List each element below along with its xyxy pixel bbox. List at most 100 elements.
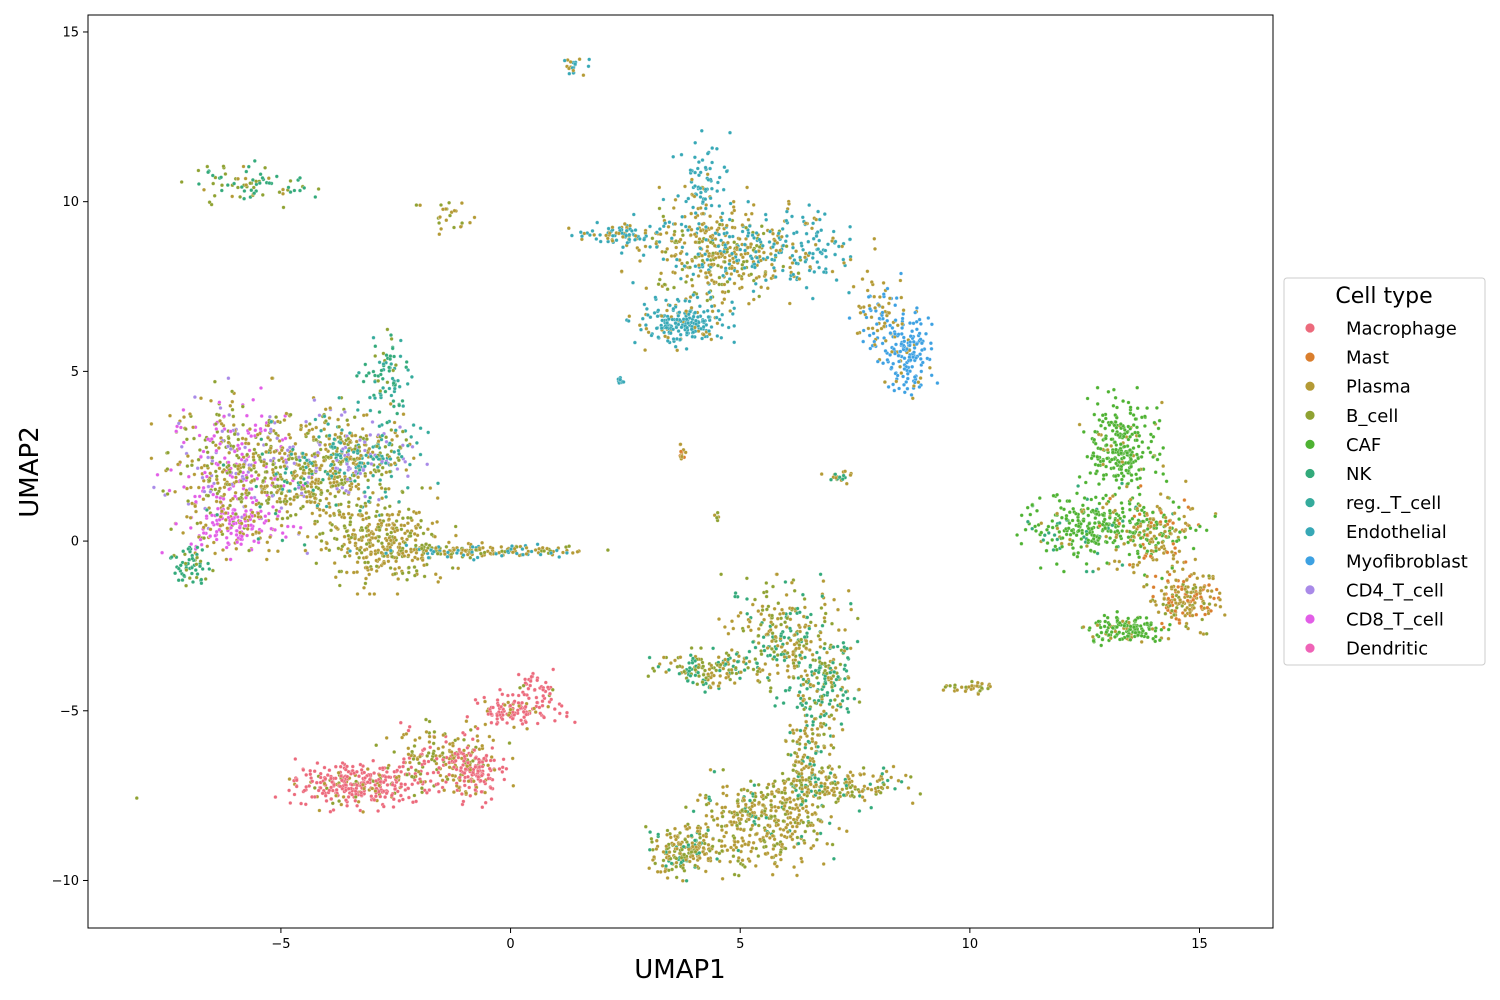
scatter-point (783, 580, 788, 584)
scatter-point (174, 429, 179, 434)
scatter-point (830, 239, 835, 243)
scatter-point (233, 512, 238, 517)
scatter-point (449, 555, 454, 560)
scatter-point (1135, 425, 1139, 430)
scatter-point (1157, 506, 1162, 511)
scatter-point (1163, 515, 1168, 520)
scatter-point (704, 275, 709, 280)
scatter-point (373, 396, 377, 401)
scatter-point (677, 310, 682, 315)
scatter-point (297, 455, 302, 460)
scatter-point (250, 177, 255, 182)
scatter-point (619, 251, 624, 256)
scatter-point (830, 621, 834, 626)
scatter-point (256, 442, 261, 447)
scatter-point (793, 632, 797, 637)
scatter-point (691, 656, 695, 661)
scatter-point (314, 463, 318, 468)
scatter-point (1160, 576, 1164, 581)
scatter-point (1122, 514, 1127, 519)
scatter-point (1162, 597, 1167, 601)
scatter-point (1198, 630, 1203, 635)
scatter-point (228, 557, 233, 562)
scatter-point (865, 288, 870, 293)
scatter-point (801, 614, 806, 619)
scatter-point (392, 420, 397, 425)
scatter-point (780, 226, 785, 231)
scatter-point (1087, 626, 1092, 630)
scatter-point (331, 480, 336, 485)
scatter-point (1126, 424, 1131, 429)
scatter-point (687, 661, 692, 665)
scatter-point (1180, 603, 1185, 608)
scatter-point (807, 203, 812, 208)
scatter-point (195, 466, 200, 471)
scatter-point (277, 509, 282, 514)
scatter-point (745, 611, 750, 616)
scatter-point (363, 494, 368, 499)
scatter-point (841, 693, 846, 698)
scatter-point (756, 678, 760, 683)
scatter-point (298, 188, 302, 193)
scatter-point (807, 648, 812, 652)
scatter-point (725, 279, 730, 284)
scatter-point (764, 594, 769, 599)
scatter-point (1112, 538, 1117, 543)
scatter-point (241, 164, 246, 169)
scatter-point (279, 456, 284, 461)
scatter-point (1169, 585, 1174, 590)
scatter-point (731, 626, 736, 631)
scatter-point (1059, 515, 1064, 520)
scatter-point (845, 655, 850, 660)
scatter-point (354, 503, 359, 508)
scatter-point (446, 540, 451, 545)
scatter-point (1105, 447, 1110, 452)
scatter-point (728, 245, 733, 250)
scatter-point (843, 689, 848, 694)
scatter-point (175, 424, 180, 429)
scatter-point (391, 381, 396, 386)
scatter-point (1183, 479, 1188, 484)
scatter-point (676, 329, 681, 334)
scatter-point (713, 231, 718, 236)
scatter-point (510, 544, 514, 549)
scatter-point (416, 522, 421, 527)
scatter-point (306, 489, 311, 494)
scatter-point (624, 233, 629, 238)
scatter-point (688, 265, 692, 270)
scatter-point (1055, 526, 1060, 531)
scatter-point (700, 253, 705, 258)
scatter-point (720, 211, 725, 216)
scatter-point (1136, 456, 1141, 461)
scatter-point (899, 295, 904, 300)
scatter-point (260, 192, 265, 197)
scatter-point (323, 419, 328, 424)
scatter-point (1117, 620, 1122, 625)
scatter-point (353, 541, 358, 546)
scatter-point (1074, 511, 1078, 516)
scatter-point (1163, 523, 1168, 528)
scatter-point (1134, 452, 1139, 457)
scatter-point (367, 395, 372, 400)
scatter-point (535, 542, 540, 547)
scatter-point (677, 671, 682, 676)
scatter-point (405, 521, 410, 526)
scatter-point (245, 533, 250, 538)
scatter-point (692, 232, 697, 237)
scatter-point (1140, 519, 1145, 524)
scatter-point (200, 567, 205, 571)
scatter-point (1080, 531, 1085, 536)
scatter-point (709, 337, 714, 342)
scatter-point (198, 455, 203, 459)
scatter-point (227, 487, 232, 492)
scatter-point (244, 495, 248, 500)
scatter-point (1176, 590, 1181, 594)
scatter-point (408, 531, 413, 536)
scatter-point (290, 456, 295, 461)
scatter-point (165, 467, 170, 472)
scatter-point (208, 489, 213, 494)
scatter-point (1118, 534, 1123, 539)
scatter-point (621, 245, 625, 250)
scatter-point (233, 490, 238, 495)
scatter-point (1184, 578, 1189, 583)
